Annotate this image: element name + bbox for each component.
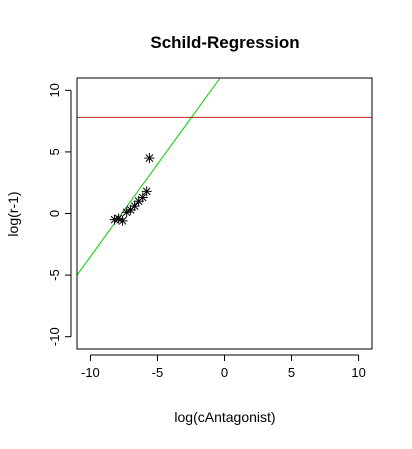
x-tick-label: 5 bbox=[288, 365, 295, 380]
data-point bbox=[144, 153, 155, 164]
y-tick-label: -5 bbox=[47, 269, 62, 281]
data-point bbox=[109, 214, 120, 225]
x-tick-label: 0 bbox=[221, 365, 228, 380]
x-axis-label: log(cAntagonist) bbox=[174, 409, 275, 425]
plot-frame bbox=[76, 77, 373, 350]
y-axis-label: log(r-1) bbox=[5, 191, 21, 236]
y-tick-label: 0 bbox=[47, 210, 62, 217]
data-point bbox=[117, 215, 128, 226]
x-tick-label: 10 bbox=[351, 365, 365, 380]
chart-lines bbox=[76, 77, 372, 276]
data-points bbox=[109, 153, 155, 226]
data-point bbox=[141, 186, 152, 197]
x-axis: -10 -5 0 5 10 bbox=[81, 354, 366, 380]
chart-title: Schild-Regression bbox=[150, 33, 299, 52]
x-tick-label: -5 bbox=[152, 365, 164, 380]
regression-line bbox=[76, 77, 221, 276]
y-tick-label: 5 bbox=[47, 148, 62, 155]
x-tick-label: -10 bbox=[81, 365, 100, 380]
y-axis: -10 -5 0 5 10 bbox=[47, 83, 72, 346]
y-tick-label: 10 bbox=[47, 83, 62, 97]
data-point bbox=[129, 201, 140, 212]
y-tick-label: -10 bbox=[47, 327, 62, 346]
data-point bbox=[137, 192, 148, 203]
